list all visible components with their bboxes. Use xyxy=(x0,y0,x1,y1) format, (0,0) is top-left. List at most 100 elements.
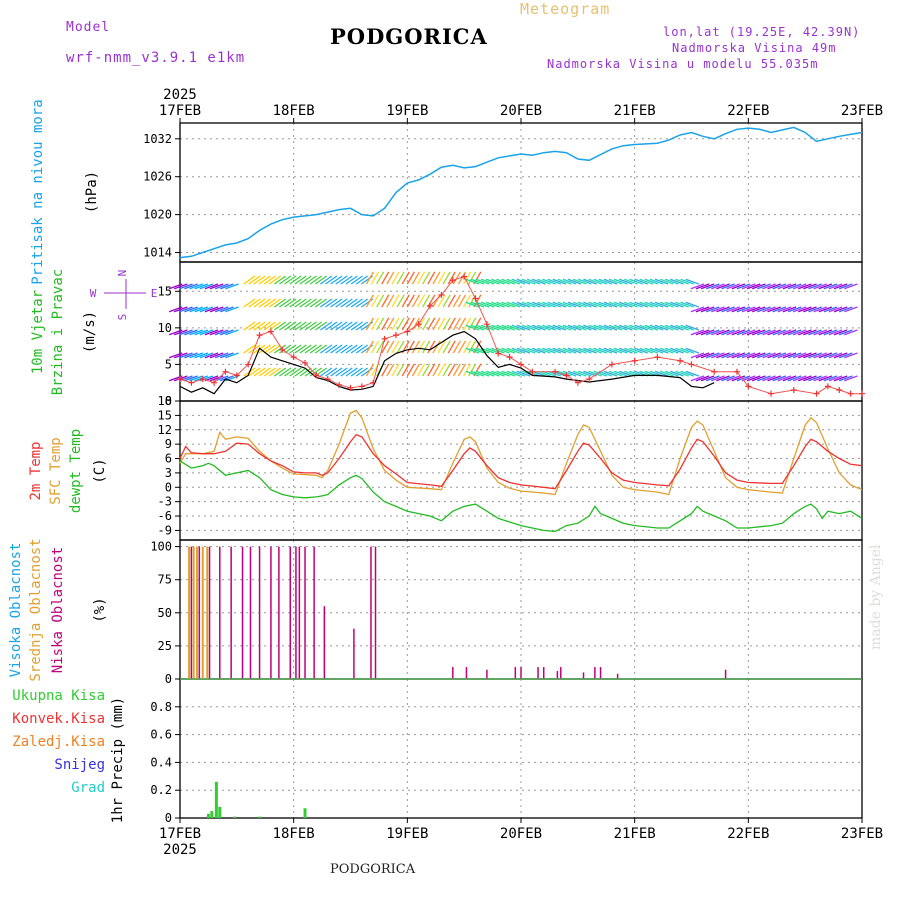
wind-arrow xyxy=(578,301,592,308)
wind-arrow xyxy=(613,370,628,377)
ytick-label: 6 xyxy=(165,452,172,466)
wind-arrow xyxy=(752,283,766,290)
wind-arrow xyxy=(705,352,720,359)
wind-arrow xyxy=(680,324,694,331)
xtick-label-top: 19FEB xyxy=(386,103,428,119)
wind-arrow xyxy=(204,329,219,336)
temp-unit: (C) xyxy=(92,458,108,483)
wind-arrow xyxy=(828,329,843,336)
wind-arrow xyxy=(649,301,664,308)
wind-arrow xyxy=(465,301,480,308)
wind-arrow xyxy=(593,347,608,354)
wind-arrow xyxy=(345,275,358,285)
wind-arrow xyxy=(248,321,261,331)
wind-arrow xyxy=(463,294,472,308)
wind-arrow xyxy=(501,301,515,308)
wind-arrow xyxy=(567,370,582,377)
xtick-label-top: 23FEB xyxy=(841,103,883,119)
wind-arrow xyxy=(365,363,374,377)
wind-arrow xyxy=(767,352,781,359)
wind-arrow xyxy=(501,370,515,377)
wind-arrow xyxy=(194,306,209,313)
wind-arrow xyxy=(685,370,700,377)
wind-arrow xyxy=(475,301,490,308)
wind-arrow xyxy=(468,271,477,285)
panel-frame-temp xyxy=(179,400,863,541)
compass-north: N xyxy=(116,270,129,277)
wind-arrow xyxy=(214,283,229,290)
model-label: Model xyxy=(66,20,111,35)
wind-arrow xyxy=(711,306,725,313)
wind-arrow xyxy=(279,344,292,354)
wind-arrow xyxy=(314,275,328,285)
wind-arrow xyxy=(516,347,531,354)
ytick-label: 0 xyxy=(165,672,172,686)
wind-arrow xyxy=(350,275,363,285)
wind-arrow xyxy=(381,317,390,331)
wind-gust-marker xyxy=(427,302,434,309)
wind-arrow xyxy=(680,301,694,308)
model-name: wrf-nmm_v3.9.1 e1km xyxy=(66,50,246,66)
wind-arrow xyxy=(828,306,843,313)
model-altitude-text: Nadmorska Visina u modelu 55.035m xyxy=(547,57,819,71)
wind-arrow xyxy=(486,324,500,331)
footer-station: PODGORICA xyxy=(330,862,416,877)
wind-arrow xyxy=(406,294,415,308)
wind-arrow xyxy=(767,375,781,382)
wind-arrow xyxy=(833,375,848,382)
wind-arrow xyxy=(705,375,720,382)
ytick-label: 12 xyxy=(158,423,172,437)
xtick-label-bottom: 18FEB xyxy=(273,826,315,842)
wind-arrow xyxy=(844,375,858,382)
ytick-label: 0.6 xyxy=(150,728,172,742)
wind-gust-marker xyxy=(472,295,479,302)
wind-arrow xyxy=(767,283,781,290)
wind-arrow xyxy=(263,275,276,285)
wind-arrow xyxy=(381,294,390,308)
wind-arrow xyxy=(757,375,771,382)
wind-arrow xyxy=(844,283,858,290)
wind-arrow xyxy=(731,375,746,382)
wind-gust-marker xyxy=(506,354,513,361)
wind-arrow xyxy=(690,306,705,313)
wind-arrow xyxy=(603,278,618,285)
wind-arrow xyxy=(511,324,526,331)
wind-arrow xyxy=(220,375,234,382)
wind-arrow xyxy=(593,301,608,308)
wind-arrow xyxy=(511,301,526,308)
wind-arrow xyxy=(634,301,648,308)
wind-arrow xyxy=(777,329,792,336)
wind-arrow xyxy=(263,298,276,308)
wind-arrow xyxy=(179,352,193,359)
wind-arrow xyxy=(787,329,802,336)
wind-unit: (m/s) xyxy=(82,311,98,353)
wind-arrow xyxy=(365,294,374,308)
wind-arrow xyxy=(189,283,203,290)
wind-arrow xyxy=(598,301,613,308)
wind-arrow xyxy=(179,329,193,336)
wind-arrow xyxy=(506,278,521,285)
wind-arrow xyxy=(828,283,843,290)
wind-gust-marker xyxy=(449,277,456,284)
wind-arrow xyxy=(314,321,328,331)
wind-arrow xyxy=(422,317,431,331)
wind-gust-marker xyxy=(233,372,240,379)
wind-arrow xyxy=(330,367,343,377)
wind-arrow xyxy=(314,367,328,377)
wind-arrow xyxy=(629,324,643,331)
wind-arrow xyxy=(470,370,485,377)
xtick-label-top: 21FEB xyxy=(614,103,656,119)
wind-arrow xyxy=(289,344,302,354)
wind-arrow xyxy=(685,278,700,285)
wind-arrow xyxy=(330,344,343,354)
precip-legend-item: Snijeg xyxy=(54,757,105,773)
wind-arrow xyxy=(675,301,689,308)
wind-arrow xyxy=(299,367,312,377)
wind-arrow xyxy=(772,329,787,336)
wind-arrow xyxy=(309,321,322,331)
wind-arrow xyxy=(386,271,395,285)
wind-arrow xyxy=(572,370,587,377)
wind-arrow xyxy=(757,329,771,336)
wind-arrow xyxy=(721,306,735,313)
wind-arrow xyxy=(199,283,214,290)
